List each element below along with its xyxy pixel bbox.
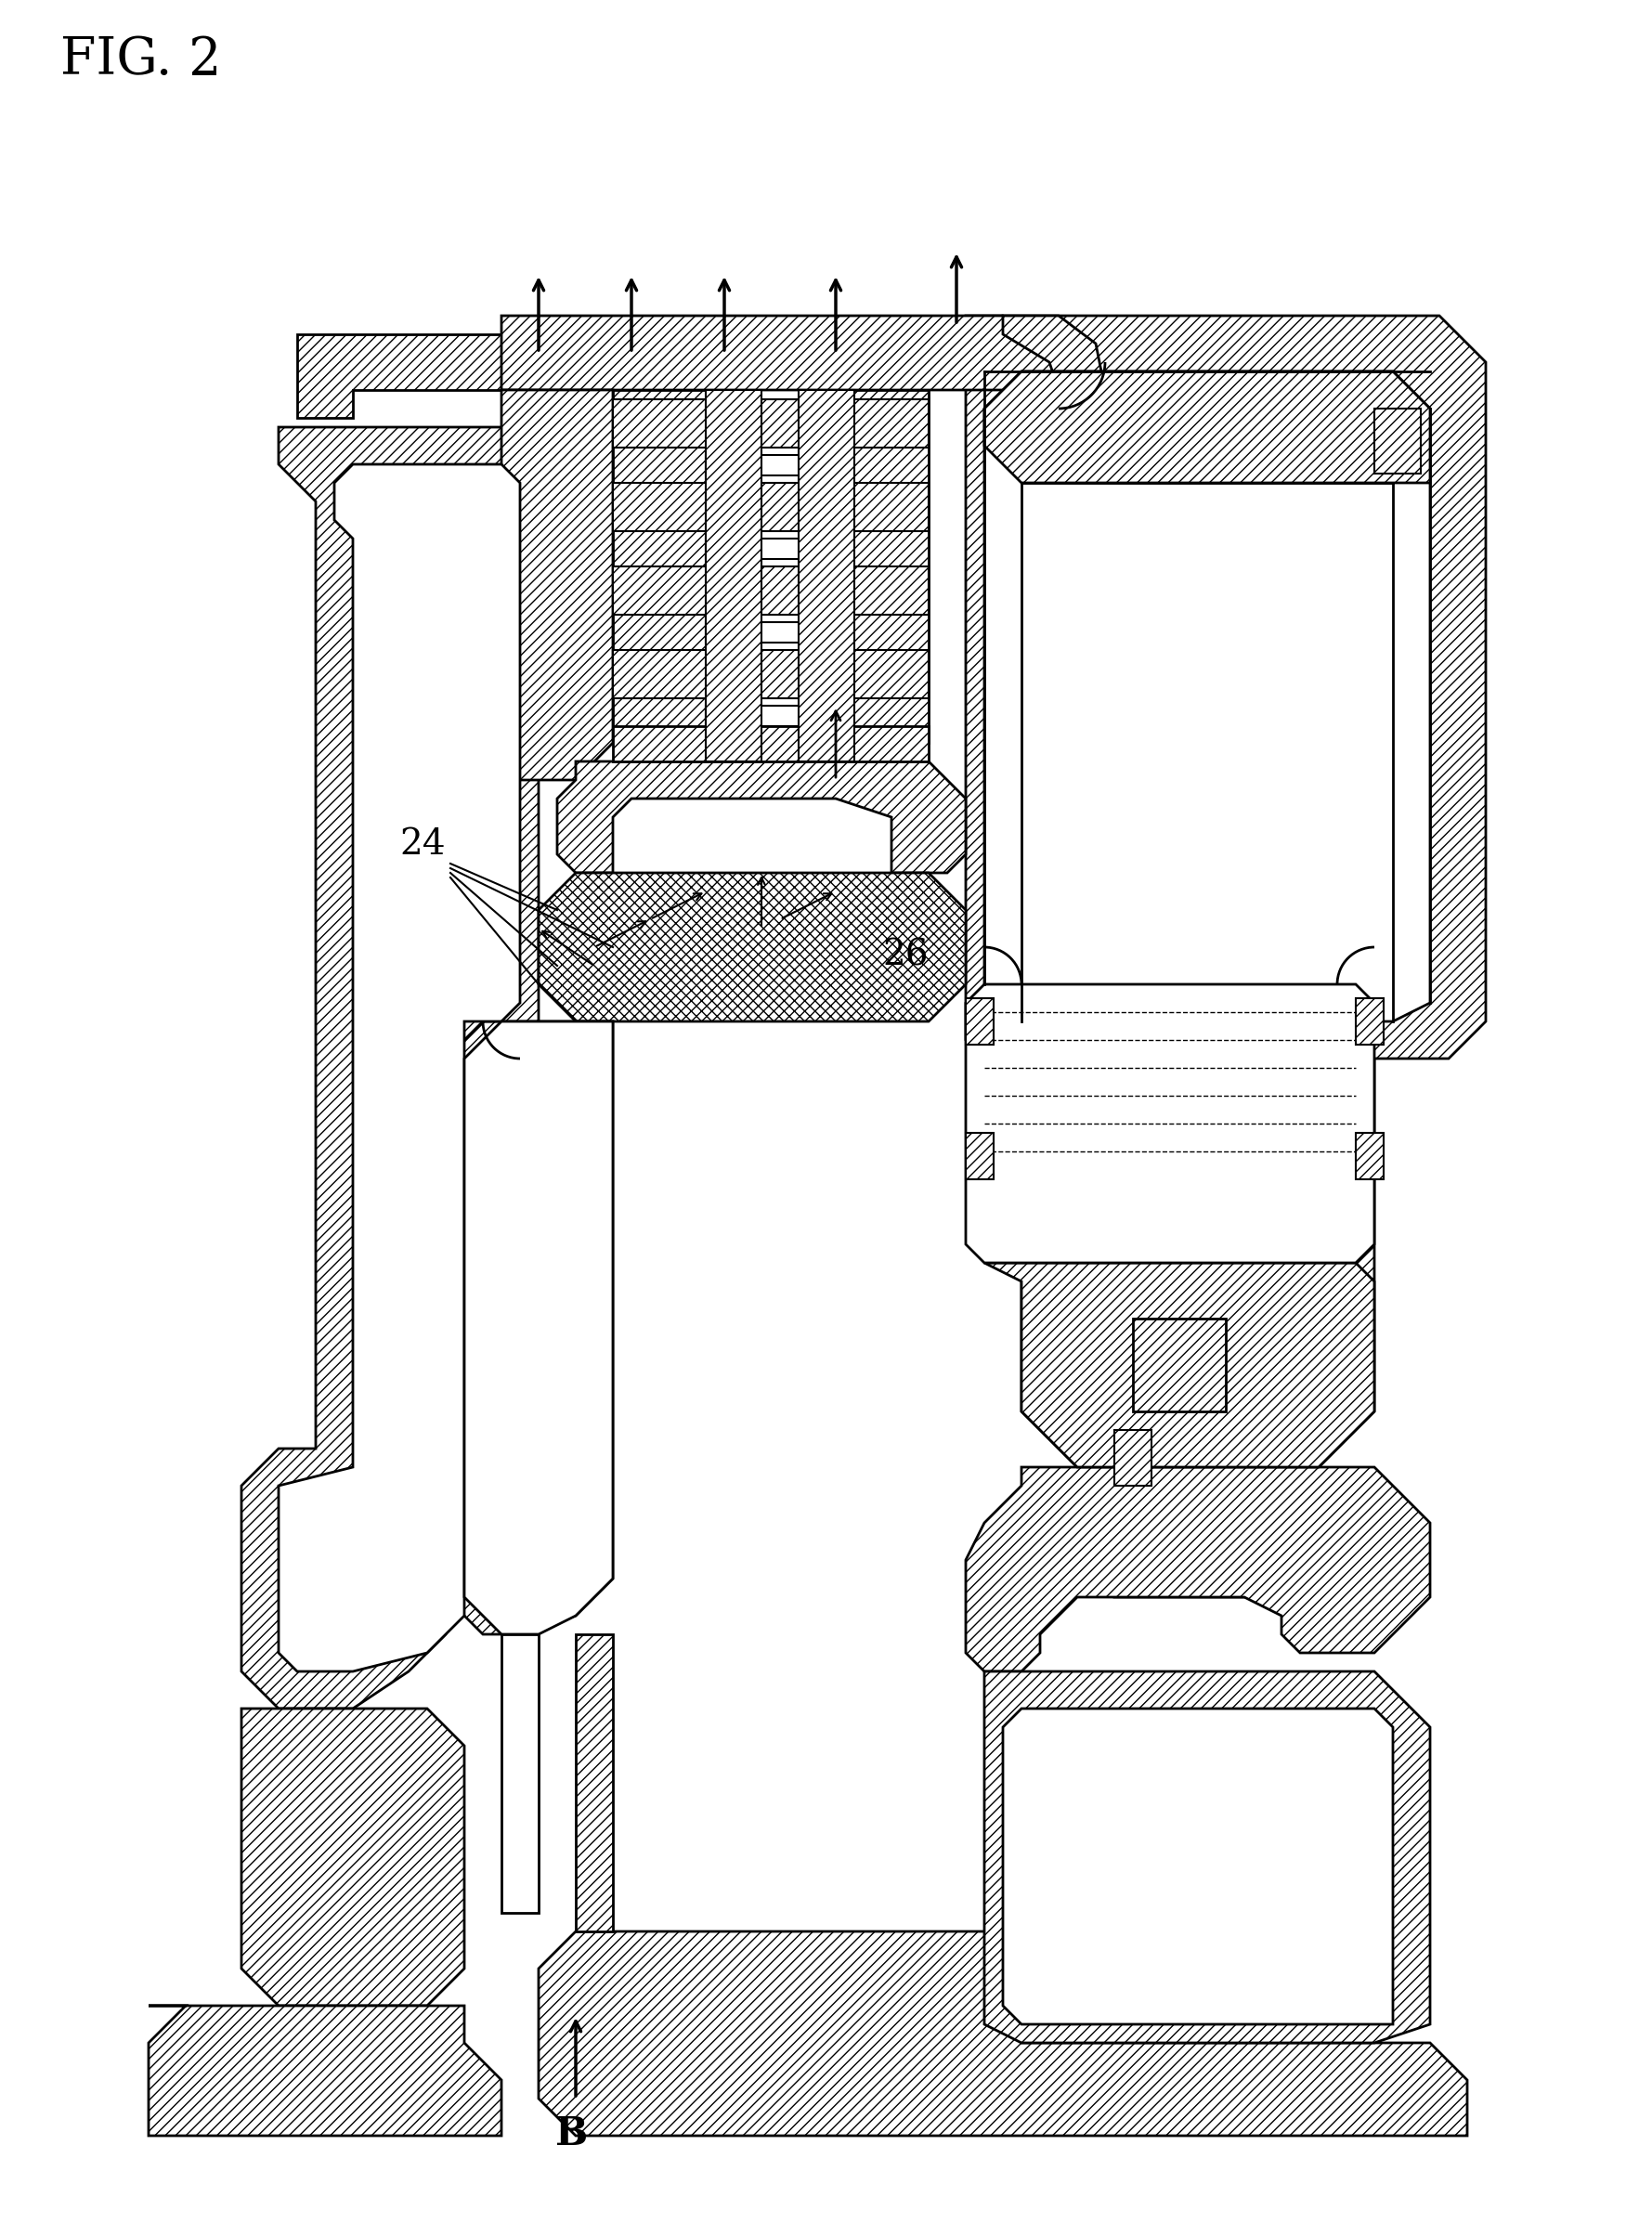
Polygon shape — [241, 427, 539, 1709]
Text: FIG. 2: FIG. 2 — [61, 36, 221, 84]
Polygon shape — [966, 1467, 1431, 1672]
Polygon shape — [446, 1020, 613, 1634]
Text: 24: 24 — [400, 827, 446, 863]
Polygon shape — [985, 1263, 1374, 1467]
Polygon shape — [539, 874, 966, 1020]
Polygon shape — [577, 1634, 613, 1932]
Polygon shape — [613, 482, 928, 531]
Polygon shape — [705, 538, 836, 558]
Polygon shape — [798, 389, 854, 762]
Polygon shape — [279, 465, 520, 1672]
Polygon shape — [241, 1709, 464, 2005]
Bar — [1115, 1429, 1151, 1485]
Polygon shape — [705, 622, 836, 642]
Polygon shape — [502, 389, 613, 780]
Polygon shape — [502, 316, 1059, 389]
Polygon shape — [613, 400, 928, 447]
Polygon shape — [985, 371, 1431, 482]
Polygon shape — [985, 371, 1431, 1020]
Polygon shape — [966, 316, 1485, 1596]
Polygon shape — [1003, 1709, 1393, 2025]
Bar — [966, 998, 993, 1045]
Polygon shape — [705, 705, 836, 727]
Bar — [1374, 409, 1421, 473]
Polygon shape — [539, 1932, 1467, 2136]
Bar — [1133, 1318, 1226, 1412]
Polygon shape — [557, 762, 966, 874]
Polygon shape — [1003, 316, 1105, 456]
Polygon shape — [613, 567, 928, 616]
Polygon shape — [613, 389, 705, 742]
Polygon shape — [502, 1634, 539, 1912]
Bar — [966, 1134, 993, 1178]
Bar — [1356, 998, 1384, 1045]
Polygon shape — [705, 389, 762, 762]
Polygon shape — [464, 1020, 613, 1634]
Polygon shape — [705, 456, 836, 476]
Polygon shape — [613, 649, 928, 698]
Polygon shape — [149, 2005, 502, 2136]
Polygon shape — [985, 1672, 1431, 2043]
Polygon shape — [613, 727, 928, 762]
Text: B: B — [555, 2114, 588, 2154]
Bar — [1356, 1134, 1384, 1178]
Polygon shape — [836, 389, 928, 742]
Text: 26: 26 — [882, 938, 928, 974]
Polygon shape — [297, 333, 502, 418]
Polygon shape — [966, 985, 1374, 1263]
